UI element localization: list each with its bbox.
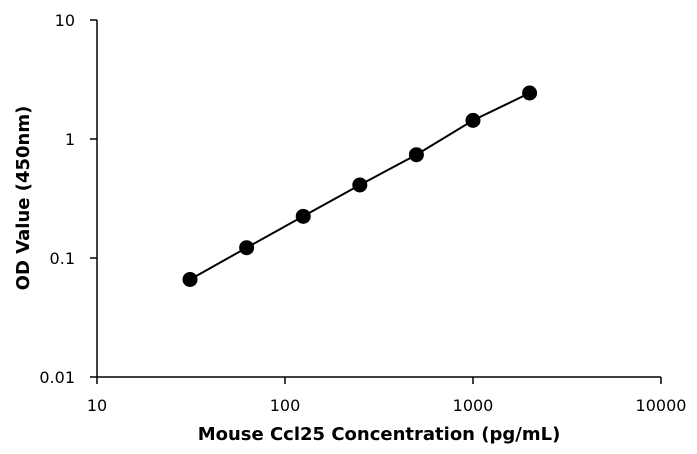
data-point: [408, 147, 424, 163]
y-tick-label: 1: [65, 130, 75, 149]
series-layer: [182, 85, 538, 287]
x-tick-label: 1000: [453, 396, 494, 415]
axes-layer: 0.01 0.1 1 10 10 100 1000 10000: [39, 11, 686, 415]
y-tick-label: 0.1: [50, 249, 75, 268]
data-point: [352, 177, 368, 193]
x-tick-label: 100: [270, 396, 301, 415]
x-tick-label: 10: [87, 396, 107, 415]
data-point: [522, 85, 538, 101]
y-tick-label: 0.01: [39, 368, 75, 387]
data-point: [295, 208, 311, 224]
data-point: [182, 271, 198, 287]
data-point: [239, 240, 255, 256]
y-tick-label: 10: [55, 11, 75, 30]
x-tick-label: 10000: [636, 396, 687, 415]
y-axis-title: OD Value (450nm): [13, 106, 34, 291]
x-axis-title: Mouse Ccl25 Concentration (pg/mL): [198, 424, 561, 445]
data-point: [465, 112, 481, 128]
